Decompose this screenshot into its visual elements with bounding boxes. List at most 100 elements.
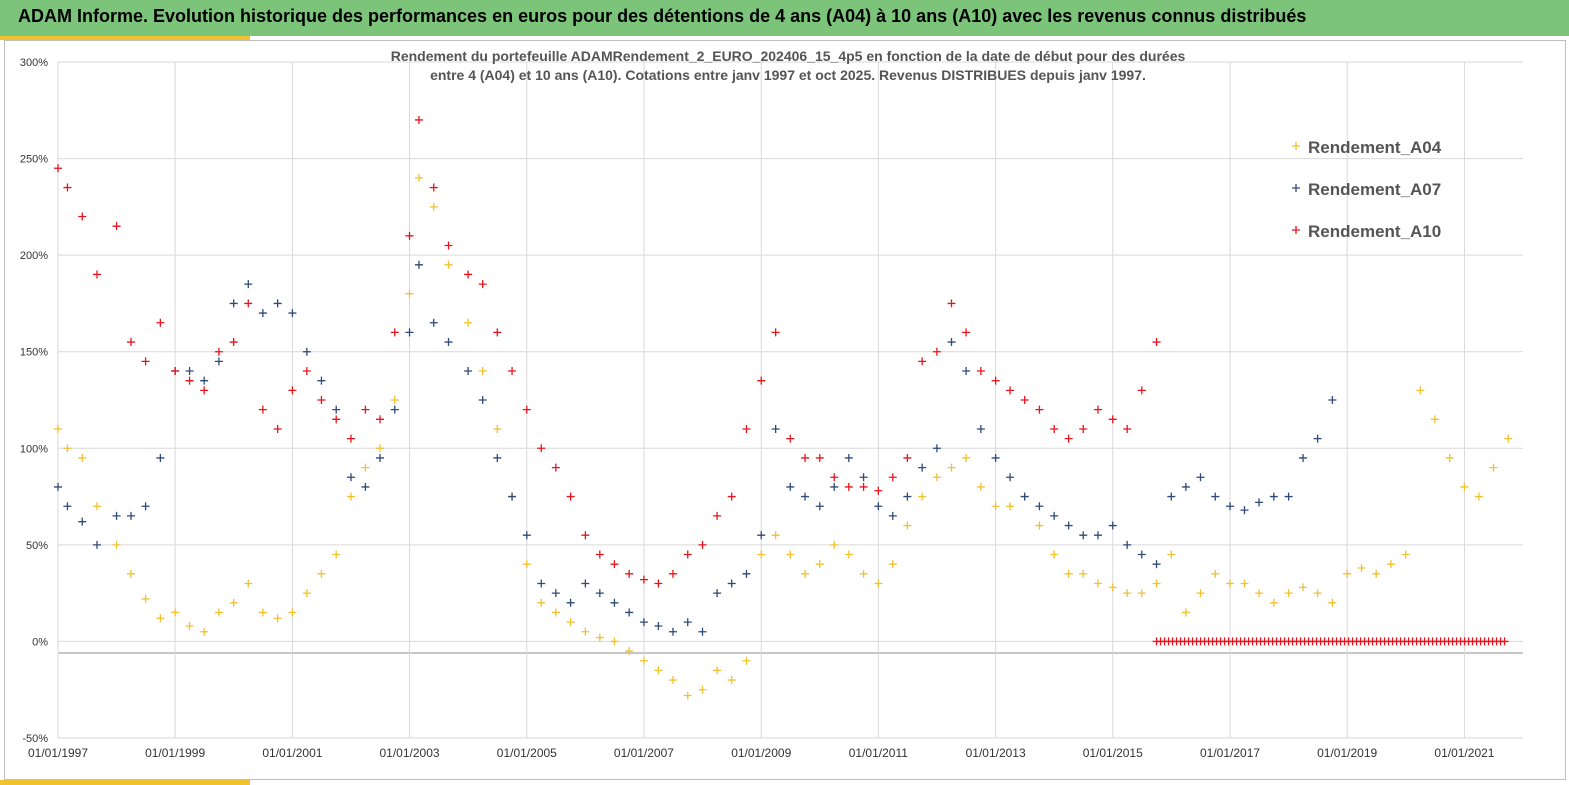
marker-rendement_a10 [727, 492, 736, 501]
marker-rendement_a10 [713, 511, 722, 520]
marker-rendement_a07 [288, 309, 297, 318]
marker-rendement_a04 [429, 202, 438, 211]
marker-rendement_a07 [78, 517, 87, 526]
marker-rendement_a07 [376, 453, 385, 462]
marker-rendement_a04 [141, 594, 150, 603]
marker-rendement_a04 [1006, 502, 1015, 511]
marker-rendement_a10 [522, 405, 531, 414]
marker-rendement_a04 [947, 463, 956, 472]
y-tick-label: 300% [20, 57, 48, 69]
marker-rendement_a10 [464, 270, 473, 279]
marker-rendement_a04 [414, 173, 423, 182]
marker-rendement_a04 [1137, 589, 1146, 598]
marker-rendement_a04 [625, 647, 634, 656]
marker-rendement_a07 [581, 579, 590, 588]
y-tick-label: 0% [32, 636, 48, 648]
x-tick-label: 01/01/2001 [262, 746, 322, 760]
marker-rendement_a04 [1445, 453, 1454, 462]
marker-rendement_a10 [903, 453, 912, 462]
marker-rendement_a07 [815, 502, 824, 511]
accent-bar-bottom [0, 780, 250, 785]
marker-rendement_a04 [581, 627, 590, 636]
marker-rendement_a04 [361, 463, 370, 472]
marker-rendement_a07 [801, 492, 810, 501]
marker-rendement_a07 [1064, 521, 1073, 530]
marker-rendement_a04 [288, 608, 297, 617]
x-tick-label: 01/01/1999 [145, 746, 205, 760]
marker-rendement_a04 [1108, 583, 1117, 592]
marker-rendement_a04 [830, 540, 839, 549]
marker-rendement_a04 [1093, 579, 1102, 588]
y-tick-label: -50% [22, 733, 48, 745]
marker-rendement_a04 [1255, 589, 1264, 598]
marker-rendement_a07 [698, 627, 707, 636]
marker-rendement_a04 [156, 614, 165, 623]
marker-rendement_a07 [214, 357, 223, 366]
marker-rendement_a10 [566, 492, 575, 501]
marker-rendement_a10 [610, 560, 619, 569]
marker-rendement_a10 [1108, 415, 1117, 424]
marker-rendement_a04 [273, 614, 282, 623]
marker-rendement_a07 [976, 424, 985, 433]
marker-rendement_a10 [551, 463, 560, 472]
marker-rendement_a07 [478, 396, 487, 404]
marker-rendement_a10 [390, 328, 399, 337]
marker-rendement_a04 [390, 396, 399, 404]
marker-rendement_a10 [258, 405, 267, 414]
marker-rendement_a07 [903, 492, 912, 501]
series-rendement_a10 [54, 115, 1161, 588]
marker-rendement_a07 [1167, 492, 1176, 501]
y-tick-label: 250% [20, 154, 48, 166]
marker-rendement_a07 [771, 424, 780, 433]
marker-rendement_a07 [508, 492, 517, 501]
marker-rendement_a07 [947, 338, 956, 347]
marker-rendement_a04 [78, 453, 87, 462]
marker-rendement_a07 [932, 444, 941, 453]
marker-rendement_a10 [78, 212, 87, 221]
marker-rendement_a07 [859, 473, 868, 482]
x-tick-label: 01/01/2013 [966, 746, 1026, 760]
marker-rendement_a04 [244, 579, 253, 588]
marker-rendement_a07 [346, 473, 355, 482]
marker-rendement_a10 [844, 482, 853, 491]
marker-rendement_a10 [1123, 424, 1132, 433]
marker-rendement_a04 [258, 608, 267, 617]
marker-rendement_a04 [493, 424, 502, 433]
marker-rendement_a04 [1504, 434, 1513, 443]
marker-rendement_a07 [464, 367, 473, 376]
marker-rendement_a10 [1020, 396, 1029, 404]
marker-rendement_a04 [63, 444, 72, 453]
marker-rendement_a07 [551, 589, 560, 598]
marker-rendement_a04 [317, 569, 326, 578]
legend-item: Rendement_A10 [1292, 222, 1441, 241]
marker-rendement_a07 [874, 502, 883, 511]
marker-rendement_a10 [405, 231, 414, 240]
marker-rendement_a07 [566, 598, 575, 607]
marker-rendement_a10 [414, 115, 423, 124]
marker-rendement_a04 [1343, 569, 1352, 578]
marker-rendement_a04 [1474, 492, 1483, 501]
marker-rendement_a04 [1079, 569, 1088, 578]
x-tick-label: 01/01/2021 [1434, 746, 1494, 760]
marker-rendement_a10 [229, 338, 238, 347]
marker-rendement_a04 [537, 598, 546, 607]
marker-rendement_a04 [1299, 583, 1308, 592]
marker-rendement_a04 [1050, 550, 1059, 559]
marker-rendement_a10 [302, 367, 311, 376]
marker-rendement_a04 [171, 608, 180, 617]
marker-rendement_a04 [522, 560, 531, 569]
marker-rendement_a07 [742, 569, 751, 578]
marker-rendement_a04 [1460, 482, 1469, 491]
marker-rendement_a04 [1386, 560, 1395, 569]
marker-rendement_a07 [229, 299, 238, 308]
marker-rendement_a07 [1006, 473, 1015, 482]
legend-marker [1292, 226, 1300, 234]
chart-title-line-1: Rendement du portefeuille ADAMRendement_… [391, 48, 1186, 64]
marker-rendement_a04 [464, 318, 473, 327]
y-tick-label: 150% [20, 347, 48, 359]
marker-rendement_a04 [127, 569, 136, 578]
marker-rendement_a04 [332, 550, 341, 559]
marker-rendement_a10 [932, 347, 941, 356]
marker-rendement_a10 [683, 550, 692, 559]
marker-rendement_a07 [429, 318, 438, 327]
